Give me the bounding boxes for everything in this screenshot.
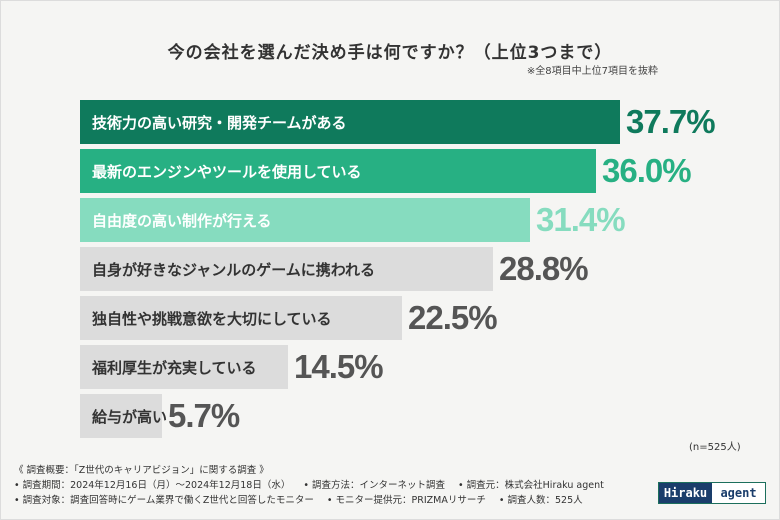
bar-label-2: 最新のエンジンやツールを使用している	[92, 162, 362, 181]
bar-2: 最新のエンジンやツールを使用している	[80, 149, 596, 193]
bar-value-3: 31.4%	[536, 201, 626, 238]
logo-part-agent: agent	[712, 483, 765, 503]
bar-4: 自身が好きなジャンルのゲームに携われる	[80, 247, 493, 291]
bar-value-6: 14.5%	[294, 348, 384, 385]
logo-part-hiraku: Hiraku	[659, 483, 712, 503]
survey-source: • 調査元：株式会社Hiraku agent	[458, 480, 604, 491]
bar-6: 福利厚生が充実している	[80, 345, 288, 389]
survey-provider: • モニター提供元：PRIZMAリサーチ	[326, 495, 486, 506]
bar-label-3: 自由度の高い制作が行える	[92, 211, 272, 230]
footer-line-2: • 調査期間：2024年12月16日（月）〜2024年12月18日（水） • 調…	[14, 478, 614, 493]
footer-line-3: • 調査対象：調査回答時にゲーム業界で働くZ世代と回答したモニター • モニター…	[14, 493, 614, 508]
survey-footer: 《 調査概要：「Z世代のキャリアビジョン」に関する調査 》 • 調査期間：202…	[14, 463, 614, 508]
bar-label-1: 技術力の高い研究・開発チームがある	[92, 113, 347, 132]
survey-period: • 調査期間：2024年12月16日（月）〜2024年12月18日（水）	[14, 480, 291, 491]
bar-value-5: 22.5%	[408, 299, 498, 336]
survey-count: • 調査人数：525人	[498, 495, 583, 506]
bar-3: 自由度の高い制作が行える	[80, 198, 530, 242]
bar-value-7: 5.7%	[168, 397, 240, 434]
bar-value-1: 37.7%	[626, 103, 716, 140]
chart-title: 今の会社を選んだ決め手は何ですか？（上位3つまで）	[167, 43, 613, 63]
bar-label-7: 給与が高い	[92, 407, 168, 426]
bar-label-5: 独自性や挑戦意欲を大切にしている	[92, 309, 332, 328]
bar-value-4: 28.8%	[499, 250, 589, 287]
hiraku-agent-logo: Hiraku agent	[658, 482, 766, 504]
bar-label-6: 福利厚生が充実している	[92, 358, 257, 377]
bar-5: 独自性や挑戦意欲を大切にしている	[80, 296, 402, 340]
sample-size-note: (n=525人)	[689, 442, 741, 453]
bar-value-2: 36.0%	[602, 152, 692, 189]
bar-chart: 技術力の高い研究・開発チームがある 37.7% 最新のエンジンやツールを使用している…	[80, 100, 740, 440]
bar-1: 技術力の高い研究・開発チームがある	[80, 100, 620, 144]
chart-subtitle: ※全8項目中上位7項目を抜粋	[526, 66, 658, 77]
bar-label-4: 自身が好きなジャンルのゲームに携われる	[92, 260, 376, 279]
bar-7: 給与が高い	[80, 394, 167, 438]
footer-heading: 《 調査概要：「Z世代のキャリアビジョン」に関する調査 》	[14, 465, 269, 476]
survey-method: • 調査方法：インターネット調査	[303, 480, 445, 491]
survey-target: • 調査対象：調査回答時にゲーム業界で働くZ世代と回答したモニター	[14, 495, 314, 506]
